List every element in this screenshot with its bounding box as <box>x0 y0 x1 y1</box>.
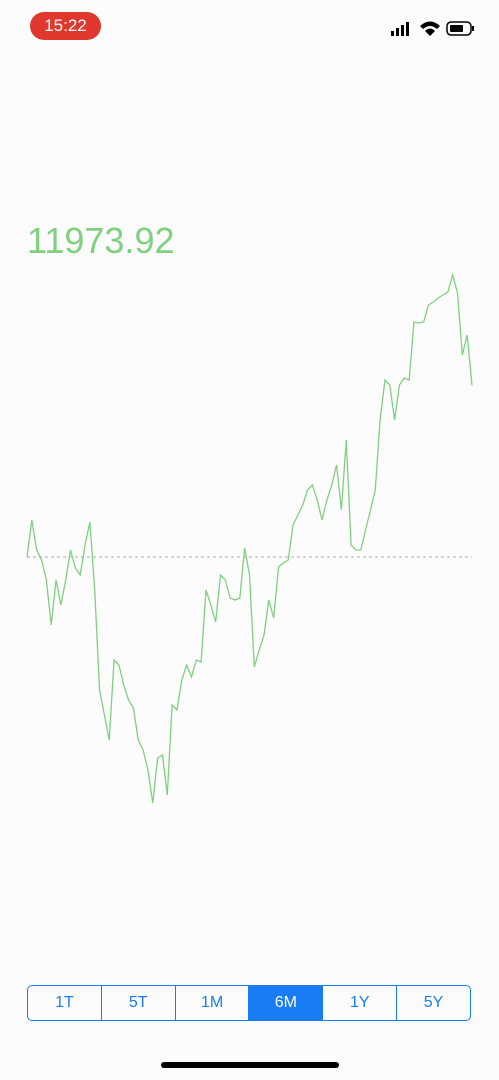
range-button[interactable]: 5Y <box>396 986 470 1020</box>
range-button[interactable]: 1Y <box>322 986 396 1020</box>
status-icons <box>391 21 474 36</box>
price-line <box>26 272 473 804</box>
home-indicator <box>161 1062 339 1068</box>
range-selector: 1T 5T 1M 6M 1Y 5Y <box>27 985 471 1021</box>
chart <box>26 272 473 804</box>
range-button[interactable]: 1T <box>55 994 74 1011</box>
range-button[interactable]: 6M <box>248 986 323 1020</box>
range-button[interactable]: 1M <box>174 986 249 1020</box>
status-time: 15:22 <box>30 12 101 40</box>
price: 11973.92 <box>27 220 175 261</box>
range-button[interactable]: 5T <box>100 986 175 1020</box>
